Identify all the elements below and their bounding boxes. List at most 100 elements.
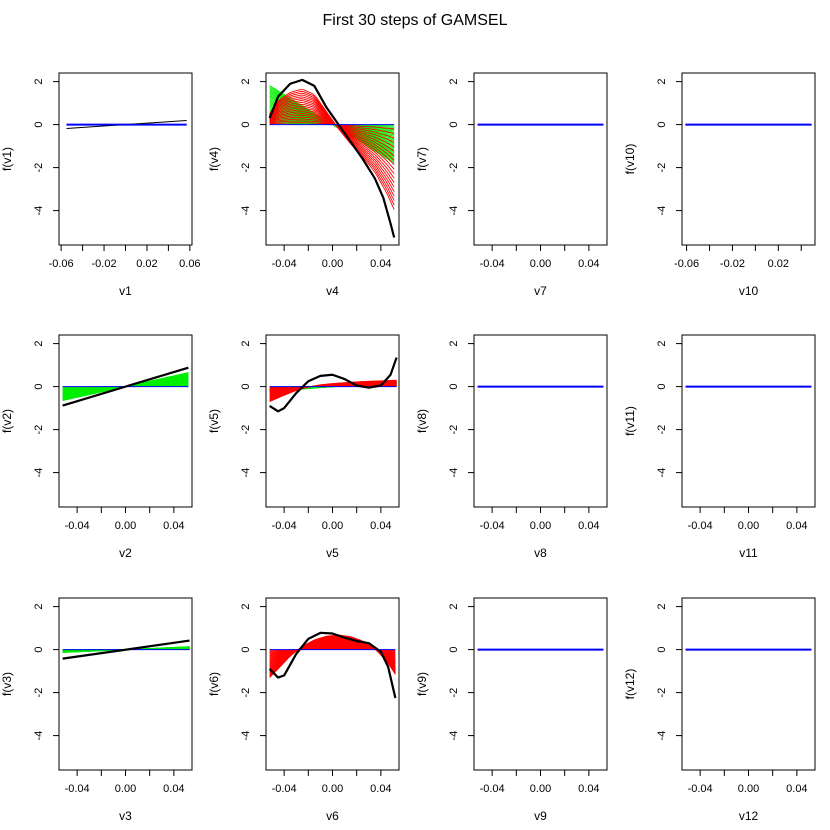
x-tick-label: 0.02 [768, 258, 789, 270]
plot-frame [473, 334, 608, 508]
series-lines [269, 357, 398, 413]
plot-frame [473, 72, 608, 246]
y-tick-label: 2 [448, 604, 460, 610]
x-axis-label: v3 [119, 809, 132, 823]
y-tick-label: -2 [33, 163, 45, 173]
y-axis-label: f(v8) [415, 409, 429, 433]
x-tick-label: 0.00 [322, 258, 343, 270]
x-tick-label: -0.04 [272, 258, 297, 270]
plot-frame [265, 334, 400, 508]
series-lines [62, 639, 190, 660]
plot-frame [58, 334, 193, 508]
y-tick-label: -2 [656, 163, 668, 173]
x-tick-label: 0.04 [578, 258, 599, 270]
panel-v3: -0.04 0.00 0.04 2 0 -2 -4 v3 f(v3) [0, 597, 193, 823]
y-tick-label: -2 [448, 163, 460, 173]
x-tick-label: 0.04 [578, 783, 599, 795]
true-function-curve [269, 357, 398, 413]
y-tick-label: 2 [33, 79, 45, 85]
x-tick-label: 0.04 [163, 783, 184, 795]
panel-v11: -0.04 0.00 0.04 2 0 -2 -4 v11 f(v11) [623, 334, 816, 560]
y-tick-label: -4 [33, 731, 45, 741]
x-tick-label: 0.00 [530, 258, 551, 270]
x-tick-label: -0.04 [688, 520, 713, 532]
y-tick-label: 2 [448, 79, 460, 85]
y-tick-label: 2 [656, 604, 668, 610]
x-tick-label: 0.00 [115, 520, 136, 532]
panel-v1: -0.06 -0.02 0.02 0.06 2 0 -2 -4 v1 f(v1) [0, 72, 201, 298]
y-axis-label: f(v5) [207, 409, 221, 433]
y-axis-label: f(v1) [0, 147, 14, 171]
y-axis-label: f(v9) [415, 672, 429, 696]
x-tick-label: -0.04 [480, 783, 505, 795]
x-tick-label: -0.04 [688, 783, 713, 795]
y-tick-label: 2 [33, 604, 45, 610]
y-tick-label: -4 [448, 468, 460, 478]
y-tick-label: -2 [656, 688, 668, 698]
y-tick-label: 0 [240, 647, 252, 653]
y-tick-label: -2 [33, 688, 45, 698]
plot-frame [58, 597, 193, 771]
y-axis-label: f(v4) [207, 147, 221, 171]
x-tick-label: 0.00 [738, 783, 759, 795]
true-function-curve [62, 366, 189, 407]
y-axis-label: f(v7) [415, 147, 429, 171]
y-tick-label: -4 [448, 206, 460, 216]
y-tick-label: 2 [240, 604, 252, 610]
x-axis-label: v10 [739, 284, 759, 298]
y-tick-label: 2 [240, 79, 252, 85]
x-axis-label: v7 [534, 284, 547, 298]
x-tick-label: 0.00 [530, 783, 551, 795]
plot-frame [681, 597, 816, 771]
y-tick-label: -2 [656, 425, 668, 435]
y-tick-label: 2 [448, 341, 460, 347]
x-axis-label: v4 [326, 284, 339, 298]
plot-frame [58, 72, 193, 246]
x-tick-label: 0.04 [370, 258, 391, 270]
x-tick-label: 0.04 [786, 783, 807, 795]
series-lines [62, 366, 189, 407]
x-axis-label: v1 [119, 284, 132, 298]
y-tick-label: -4 [656, 731, 668, 741]
y-tick-label: -4 [240, 468, 252, 478]
y-tick-label: -2 [240, 425, 252, 435]
chart-title: First 30 steps of GAMSEL [323, 12, 508, 29]
y-tick-label: 0 [240, 384, 252, 390]
x-tick-label: 0.04 [578, 520, 599, 532]
x-tick-label: -0.04 [480, 520, 505, 532]
y-tick-label: -4 [240, 206, 252, 216]
plot-frame [265, 597, 400, 771]
panel-v2: -0.04 0.00 0.04 2 0 -2 -4 v2 f(v2) [0, 334, 193, 560]
y-tick-label: -4 [33, 468, 45, 478]
y-tick-label: 0 [448, 647, 460, 653]
plot-frame [681, 72, 816, 246]
x-tick-label: 0.00 [322, 520, 343, 532]
true-function-curve [62, 639, 190, 660]
panel-v9: -0.04 0.00 0.04 2 0 -2 -4 v9 f(v9) [415, 597, 608, 823]
panel-v8: -0.04 0.00 0.04 2 0 -2 -4 v8 f(v8) [415, 334, 608, 560]
x-tick-label: -0.06 [674, 258, 699, 270]
y-tick-label: 0 [33, 647, 45, 653]
y-tick-label: 0 [656, 122, 668, 128]
panel-v4: -0.04 0.00 0.04 2 0 -2 -4 v4 f(v4) [207, 72, 400, 298]
y-tick-label: -4 [33, 206, 45, 216]
y-tick-label: 2 [240, 341, 252, 347]
y-tick-label: -4 [448, 731, 460, 741]
y-tick-label: 2 [33, 341, 45, 347]
x-tick-label: 0.04 [163, 520, 184, 532]
y-tick-label: 2 [656, 341, 668, 347]
y-axis-label: f(v2) [0, 409, 14, 433]
x-axis-label: v2 [119, 546, 132, 560]
y-tick-label: -4 [656, 206, 668, 216]
x-axis-label: v12 [739, 809, 759, 823]
x-tick-label: -0.04 [65, 783, 90, 795]
y-axis-label: f(v12) [623, 669, 637, 700]
series-lines [268, 631, 397, 699]
y-axis-label: f(v6) [207, 672, 221, 696]
x-tick-label: -0.04 [272, 520, 297, 532]
panel-v7: -0.04 0.00 0.04 2 0 -2 -4 v7 f(v7) [415, 72, 608, 298]
x-tick-label: 0.00 [322, 783, 343, 795]
x-axis-label: v8 [534, 546, 547, 560]
y-tick-label: -2 [240, 688, 252, 698]
y-axis-label: f(v11) [623, 406, 637, 436]
